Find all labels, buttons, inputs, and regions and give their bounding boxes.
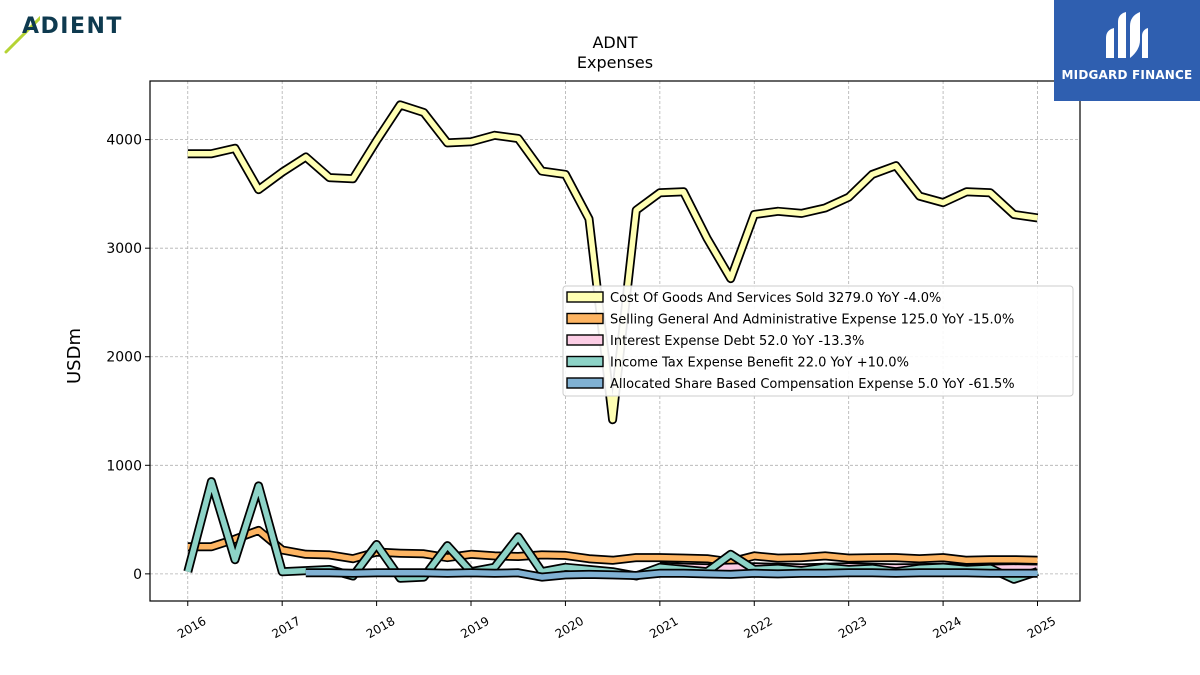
- x-tick-label: 2018: [364, 614, 397, 641]
- y-tick-label: 3000: [106, 241, 142, 257]
- legend-swatch: [566, 312, 604, 325]
- legend: Cost Of Goods And Services Sold 3279.0 Y…: [562, 285, 1074, 397]
- legend-label: Allocated Share Based Compensation Expen…: [610, 377, 1015, 392]
- midgard-finance-logo: MIDGARD FINANCE: [1054, 0, 1200, 101]
- x-tick-label: 2022: [742, 614, 775, 641]
- plot-frame: [149, 80, 1081, 602]
- midgard-emblem-icon: [1106, 12, 1148, 58]
- legend-label: Selling General And Administrative Expen…: [610, 313, 1014, 328]
- legend-label: Cost Of Goods And Services Sold 3279.0 Y…: [610, 291, 941, 306]
- x-tick-label: 2023: [836, 614, 869, 641]
- legend-swatch: [566, 355, 604, 368]
- series-layer: [183, 100, 1039, 584]
- legend-label: Interest Expense Debt 52.0 YoY -13.3%: [610, 334, 864, 349]
- adient-swoosh-icon: [4, 15, 40, 54]
- x-tick-label: 2021: [647, 614, 680, 641]
- legend-swatch: [566, 334, 604, 346]
- x-tick-label: 2019: [458, 614, 491, 641]
- chart-subtitle: Expenses: [577, 53, 653, 72]
- adient-logo: ADIENT: [0, 0, 140, 60]
- x-tick-label: 2024: [930, 614, 963, 641]
- series-line-selling-general-and-administrative-expense: [187, 527, 1038, 565]
- y-axis-label: USDm: [64, 328, 85, 384]
- adient-logo-text: ADIENT: [22, 14, 123, 39]
- series-line-cost-of-goods-and-services-sold: [187, 102, 1038, 423]
- y-tick-label: 1000: [106, 458, 142, 474]
- y-tick-label: 2000: [106, 350, 142, 366]
- series-line-allocated-share-based-compensation-expense: [305, 570, 1038, 580]
- chart-title: ADNT: [592, 33, 637, 52]
- midgard-logo-text: MIDGARD FINANCE: [1061, 68, 1193, 82]
- legend-box: [562, 285, 1074, 397]
- y-tick-label: 0: [133, 567, 142, 583]
- legend-swatch: [566, 377, 604, 389]
- y-tick-label: 4000: [106, 133, 142, 149]
- x-tick-label: 2017: [269, 614, 302, 641]
- x-tick-label: 2020: [553, 614, 586, 641]
- legend-label: Income Tax Expense Benefit 22.0 YoY +10.…: [610, 356, 909, 371]
- x-tick-label: 2025: [1025, 614, 1058, 641]
- legend-swatch: [566, 291, 604, 303]
- x-tick-label: 2016: [175, 614, 208, 641]
